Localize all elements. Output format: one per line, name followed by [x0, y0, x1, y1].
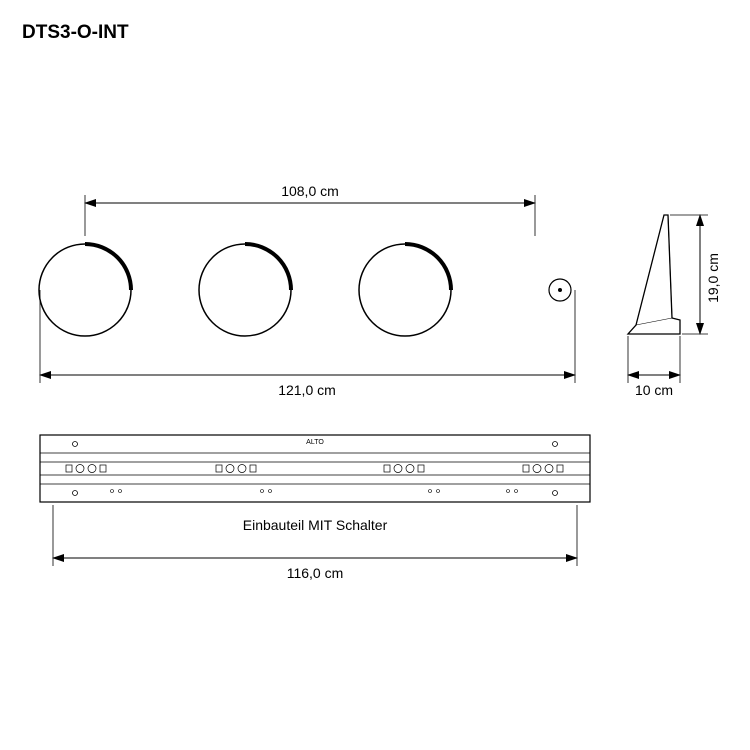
front-view-circles [39, 244, 451, 336]
side-profile [628, 215, 680, 334]
dim-side-depth: 10 cm [628, 336, 680, 398]
technical-drawing: 108,0 cm 19,0 cm 10 cm 121,0 [0, 0, 750, 750]
product-title: DTS3-O-INT [22, 22, 129, 44]
dim-side-depth-label: 10 cm [635, 382, 673, 398]
mounting-rail: ALTO [40, 435, 590, 502]
brand-label: ALTO [306, 439, 324, 446]
dim-top-label: 108,0 cm [281, 183, 339, 199]
dim-top-width: 108,0 cm [85, 183, 535, 236]
dim-mid-label: 121,0 cm [278, 382, 336, 398]
switch-circle [549, 279, 571, 301]
rail-caption: Einbauteil MIT Schalter [243, 517, 388, 533]
dim-side-height: 19,0 cm [670, 215, 721, 334]
dim-bottom-label: 116,0 cm [287, 565, 344, 581]
dim-side-height-label: 19,0 cm [705, 253, 721, 303]
